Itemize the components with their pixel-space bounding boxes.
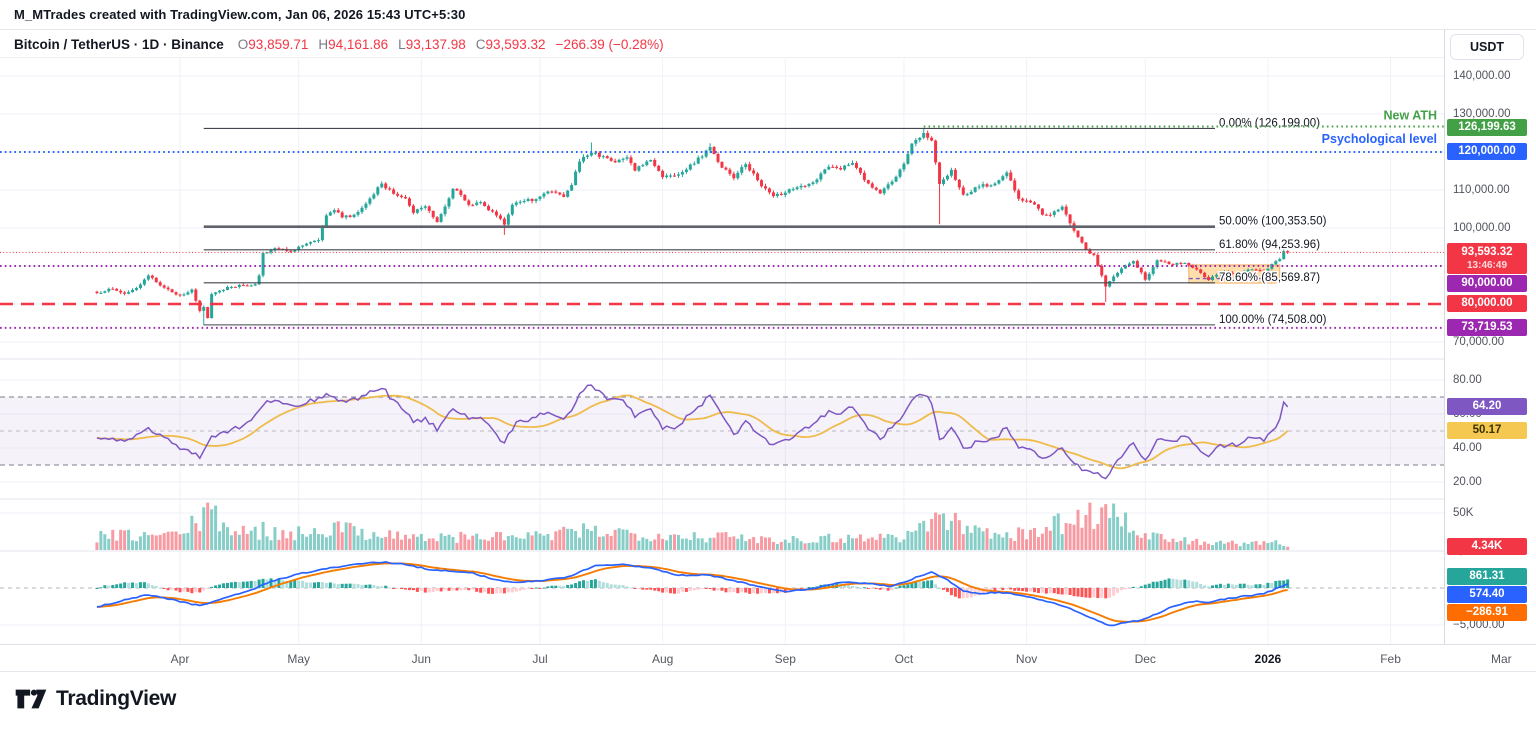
ohlc-open: O93,859.71 <box>237 36 309 52</box>
brand-name: TradingView <box>56 687 177 710</box>
axis-label: −5,000.00 <box>1453 619 1505 631</box>
price-badge: 90,000.00 <box>1447 275 1527 293</box>
fib-label: 50.00% (100,353.50) <box>1219 216 1327 228</box>
time-axis[interactable]: Apr May Jun Jul Aug Sep Oct Nov Dec 2026 Feb Mar <box>0 644 1536 672</box>
rsi-ma-line <box>96 394 1289 470</box>
time-tick-Feb: Feb <box>1380 652 1401 666</box>
level-label-psychological: Psychological level <box>1322 132 1437 146</box>
axis-label: 100,000.00 <box>1453 222 1511 234</box>
price-badge: 126,199.63 <box>1447 119 1527 137</box>
tradingview-brand[interactable]: TradingView <box>14 686 176 712</box>
chart-canvas[interactable]: 0.00% (126,199.00) 50.00% (100,353.50) 61.… <box>0 58 1444 644</box>
time-tick-Sep: Sep <box>774 652 796 666</box>
price-badge: 93,593.32 13:46:49 <box>1447 243 1527 275</box>
fib-label: 61.80% (94,253.96) <box>1219 239 1320 251</box>
axis-label: 50K <box>1453 507 1474 519</box>
price-badge: 4.34K <box>1447 537 1527 555</box>
time-tick-Aug: Aug <box>651 652 674 666</box>
price-badge: 50.17 <box>1447 421 1527 439</box>
level-label-new-ath: New ATH <box>1384 108 1437 122</box>
price-badge: 64.20 <box>1447 397 1527 415</box>
time-tick-May: May <box>287 652 311 666</box>
watermark-bar: M_MTrades created with TradingView.com, … <box>0 0 1536 30</box>
price-badge: −286.91 <box>1447 603 1527 621</box>
macd-histogram <box>95 578 1290 599</box>
price-badge: 574.40 <box>1447 585 1527 603</box>
currency-toggle-button[interactable]: USDT <box>1450 34 1524 60</box>
fib-label: 0.00% (126,199.00) <box>1219 117 1320 129</box>
fib-label: 100.00% (74,508.00) <box>1219 314 1327 326</box>
time-tick-Dec: Dec <box>1134 652 1156 666</box>
axis-label: 130,000.00 <box>1453 108 1511 120</box>
axis-label: 70,000.00 <box>1453 336 1505 348</box>
rsi-line <box>96 384 1289 480</box>
time-tick-Nov: Nov <box>1015 652 1038 666</box>
price-change: −266.39 (−0.28%) <box>555 36 664 52</box>
time-tick-Mar: Mar <box>1490 652 1512 666</box>
price-axis[interactable]: USDT 140,000.00 130,000.00 110,000.00 100,0… <box>1444 30 1536 672</box>
ohlc-close: C93,593.32 <box>475 36 546 52</box>
candles <box>95 128 1290 325</box>
time-tick-Jul: Jul <box>532 652 548 666</box>
time-tick-Oct: Oct <box>894 652 914 666</box>
time-tick-Jun: Jun <box>411 652 431 666</box>
ohlc-high: H94,161.86 <box>318 36 389 52</box>
fib-label: 78.60% (85,569.87) <box>1219 272 1320 284</box>
price-badge: 120,000.00 <box>1447 143 1527 160</box>
price-badge: 73,719.53 <box>1447 318 1527 336</box>
tradingview-logo-icon <box>15 689 47 709</box>
axis-label: 20.00 <box>1453 476 1482 488</box>
time-tick-Apr: Apr <box>170 652 190 666</box>
watermark-text: M_MTrades created with TradingView.com, … <box>14 7 466 22</box>
price-badge: 861.31 <box>1447 567 1527 585</box>
symbol-legend: Bitcoin / TetherUS · 1D · Binance O93,85… <box>0 31 1444 58</box>
axis-label: 40.00 <box>1453 442 1482 454</box>
macd-signal-line <box>96 562 1288 623</box>
price-badge: 80,000.00 <box>1447 295 1527 312</box>
axis-label: 140,000.00 <box>1453 70 1511 82</box>
symbol-title[interactable]: Bitcoin / TetherUS · 1D · Binance <box>14 36 224 52</box>
ohlc-low: L93,137.98 <box>398 36 466 52</box>
axis-label: 110,000.00 <box>1453 184 1510 196</box>
macd-line <box>96 561 1289 627</box>
volume-bars <box>95 502 1290 550</box>
time-tick-2026: 2026 <box>1254 652 1282 666</box>
axis-label: 80.00 <box>1453 374 1482 386</box>
